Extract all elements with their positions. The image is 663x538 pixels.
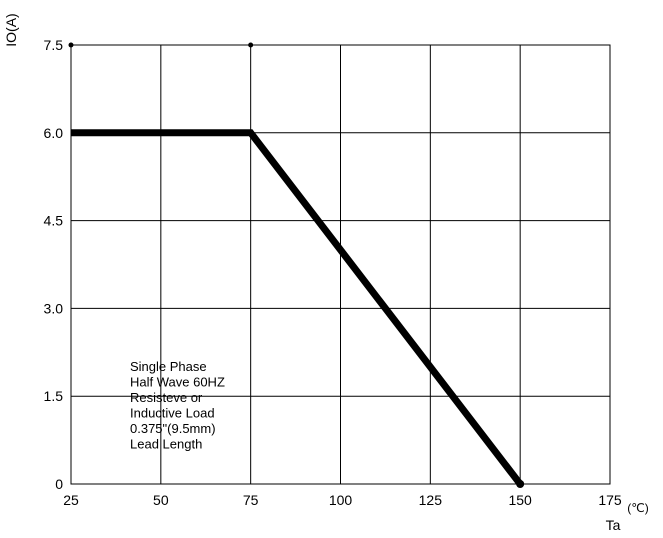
y-tick-label: 3.0 [44, 300, 64, 316]
annotation-line: 0.375"(9.5mm) [130, 421, 216, 436]
plot-border [70, 44, 611, 485]
x-axis-label: Ta [606, 517, 621, 533]
annotation-line: Resisteve or [130, 390, 203, 405]
grid [71, 45, 610, 484]
x-tick-label: 25 [63, 492, 79, 508]
y-tick-labels: 0 1.5 3.0 4.5 6.0 7.5 [44, 37, 64, 492]
y-tick-label: 1.5 [44, 388, 64, 404]
x-tick-label: 75 [243, 492, 259, 508]
top-marker-dot [68, 42, 74, 48]
series-line [71, 129, 523, 487]
x-axis-unit: (℃) [627, 501, 648, 515]
annotation-line: Half Wave 60HZ [130, 375, 225, 390]
x-tick-label: 50 [153, 492, 169, 508]
x-tick-label: 125 [419, 492, 443, 508]
series [68, 42, 525, 488]
annotation-line: Inductive Load [130, 406, 215, 421]
x-tick-label: 100 [329, 492, 353, 508]
x-tick-labels: 25 50 75 100 125 150 175 [63, 492, 622, 508]
y-tick-label: 0 [55, 476, 63, 492]
annotation-line: Single Phase [130, 359, 207, 374]
y-axis-label: IO(A) [3, 13, 19, 46]
top-marker-dot [248, 42, 254, 48]
x-tick-label: 175 [598, 492, 622, 508]
x-tick-label: 150 [508, 492, 532, 508]
y-tick-label: 6.0 [44, 125, 64, 141]
series-endpoint [516, 480, 525, 488]
annotation-line: Lead Length [130, 437, 202, 452]
plot-frame [70, 44, 611, 485]
y-tick-label: 7.5 [44, 37, 64, 53]
y-tick-label: 4.5 [44, 213, 64, 229]
